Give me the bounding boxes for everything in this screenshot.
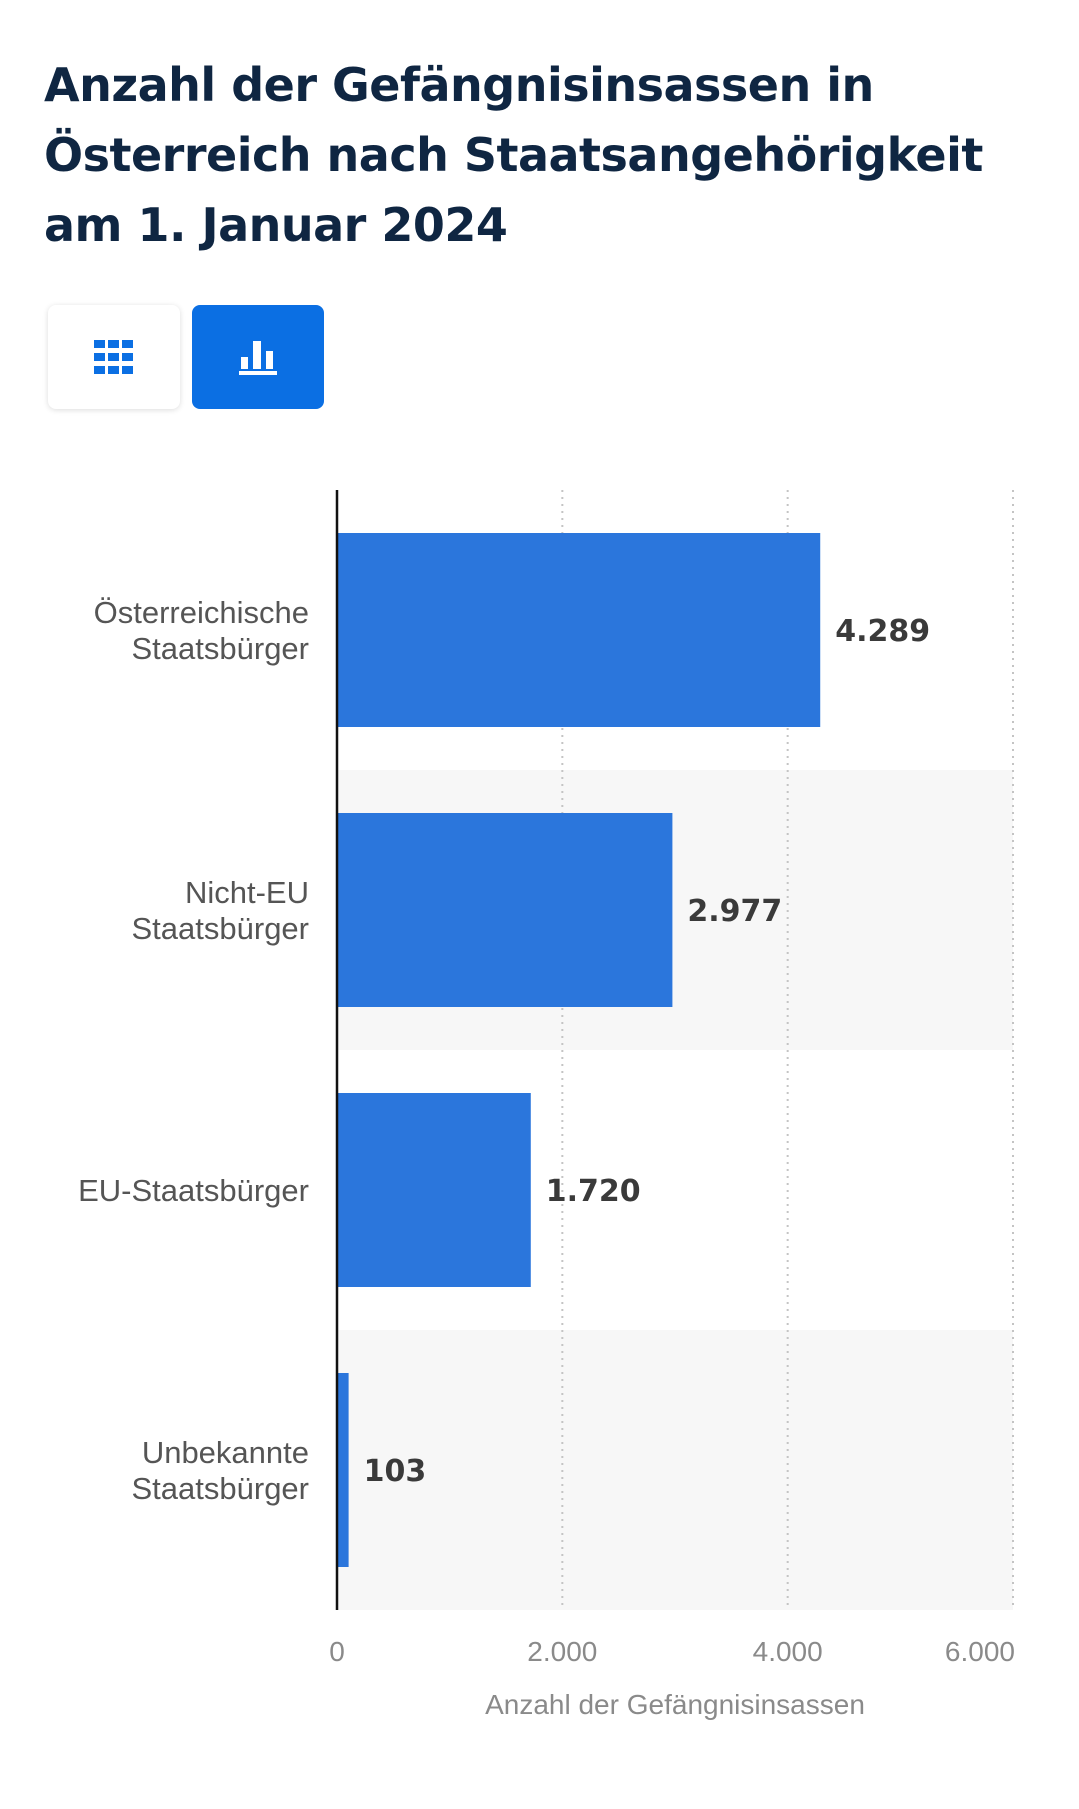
value-label: 4.289 (835, 614, 930, 649)
category-label: EU-Staatsbürger (78, 1173, 309, 1208)
grid-table-icon (94, 340, 133, 374)
category-label: Staatsbürger (132, 911, 310, 946)
x-tick-label: 0 (329, 1636, 345, 1667)
x-axis-title: Anzahl der Gefängnisinsassen (485, 1689, 865, 1720)
category-label: Unbekannte (142, 1435, 309, 1470)
value-label: 1.720 (546, 1174, 641, 1209)
x-tick-label: 6.000 (945, 1636, 1015, 1667)
category-label: Staatsbürger (132, 631, 310, 666)
value-label: 103 (364, 1454, 427, 1489)
category-label: Staatsbürger (132, 1471, 310, 1506)
chart-title: Anzahl der Gefängnisinsassen in Österrei… (44, 58, 983, 252)
view-toggle (48, 305, 324, 409)
category-label: Österreichische (94, 595, 309, 630)
bar-chart-icon (239, 341, 277, 375)
value-label: 2.977 (687, 894, 782, 929)
bar (337, 1093, 531, 1287)
bar-chart: 4.289ÖsterreichischeStaatsbürger2.977Nic… (78, 490, 1015, 1720)
bar (337, 813, 673, 1007)
category-label: Nicht-EU (185, 875, 309, 910)
bar (337, 533, 821, 727)
row-band (337, 1330, 1013, 1610)
table-view-button[interactable] (48, 305, 180, 409)
bar (337, 1373, 349, 1567)
chart-view-button[interactable] (192, 305, 324, 409)
x-tick-label: 4.000 (753, 1636, 823, 1667)
x-tick-label: 2.000 (527, 1636, 597, 1667)
